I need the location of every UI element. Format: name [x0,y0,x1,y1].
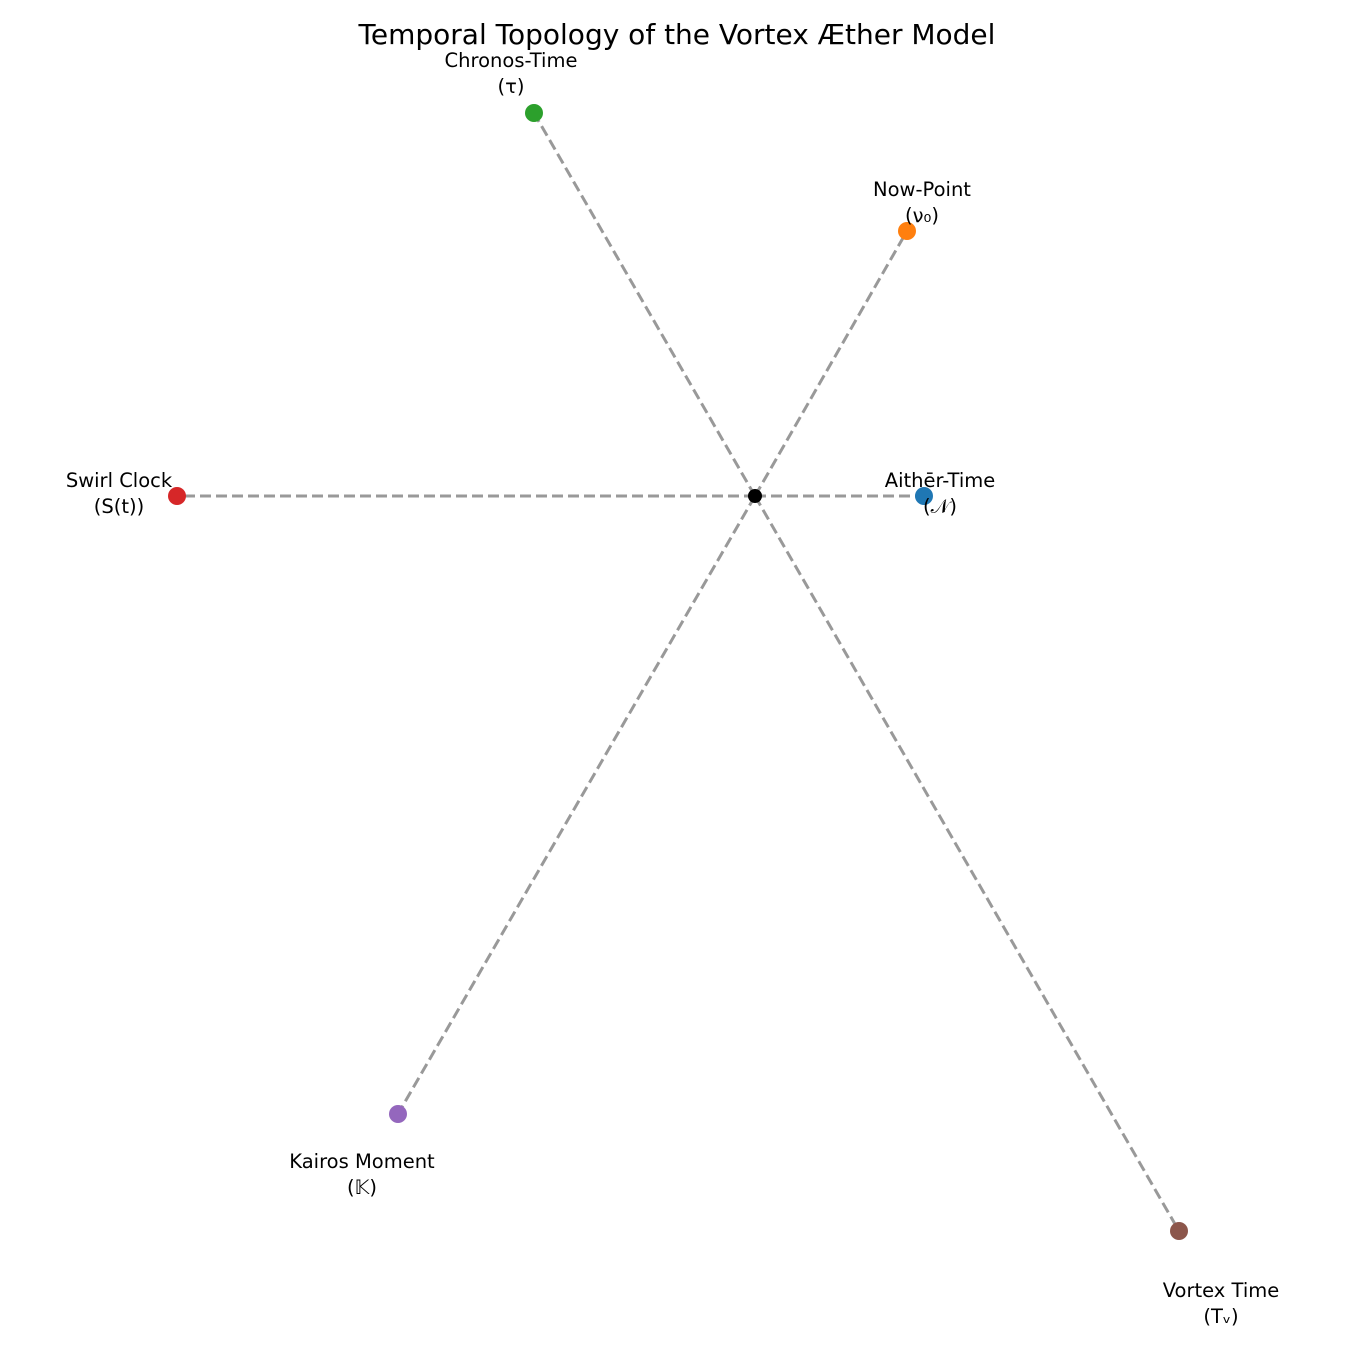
node-symbol-now-point: (ν₀) [905,204,939,227]
node-dot-kairos-moment [389,1105,407,1123]
node-aither-time: Aithēr-Time (𝒩) [885,469,996,518]
node-dot-vortex-time [1170,1222,1188,1240]
spoke-vortex-time [753,495,1181,1232]
node-symbol-chronos-time: (τ) [498,75,525,98]
nodes-layer: Aithēr-Time (𝒩) Now-Point (ν₀) Chronos-Time (… [66,49,1279,1328]
spokes-layer [177,112,1181,1232]
node-name-now-point: Now-Point [873,178,971,201]
node-name-chronos-time: Chronos-Time [445,49,578,72]
node-dot-swirl-clock [168,487,186,505]
node-dot-aither-time [915,487,933,505]
node-now-point: Now-Point (ν₀) [873,178,971,240]
node-vortex-time: Vortex Time (Tᵥ) [1163,1222,1280,1328]
node-dot-now-point [898,222,916,240]
node-symbol-vortex-time: (Tᵥ) [1203,1305,1238,1328]
node-swirl-clock: Swirl Clock (S(t)) [66,469,186,518]
node-name-swirl-clock: Swirl Clock [66,469,173,492]
spoke-kairos-moment [396,495,757,1115]
node-name-aither-time: Aithēr-Time [885,469,996,492]
node-kairos-moment: Kairos Moment (𝕂) [289,1105,435,1199]
node-name-kairos-moment: Kairos Moment [289,1150,435,1173]
node-chronos-time: Chronos-Time (τ) [445,49,578,122]
node-symbol-aither-time: (𝒩) [923,495,957,518]
node-symbol-kairos-moment: (𝕂) [347,1176,377,1199]
spoke-chronos-time [532,112,757,497]
node-symbol-swirl-clock: (S(t)) [94,495,144,518]
node-name-vortex-time: Vortex Time [1163,1279,1280,1302]
center-node [748,489,762,503]
diagram-title: Temporal Topology of the Vortex Æther Mo… [358,18,996,51]
node-dot-chronos-time [525,104,543,122]
spoke-now-point [753,230,909,497]
